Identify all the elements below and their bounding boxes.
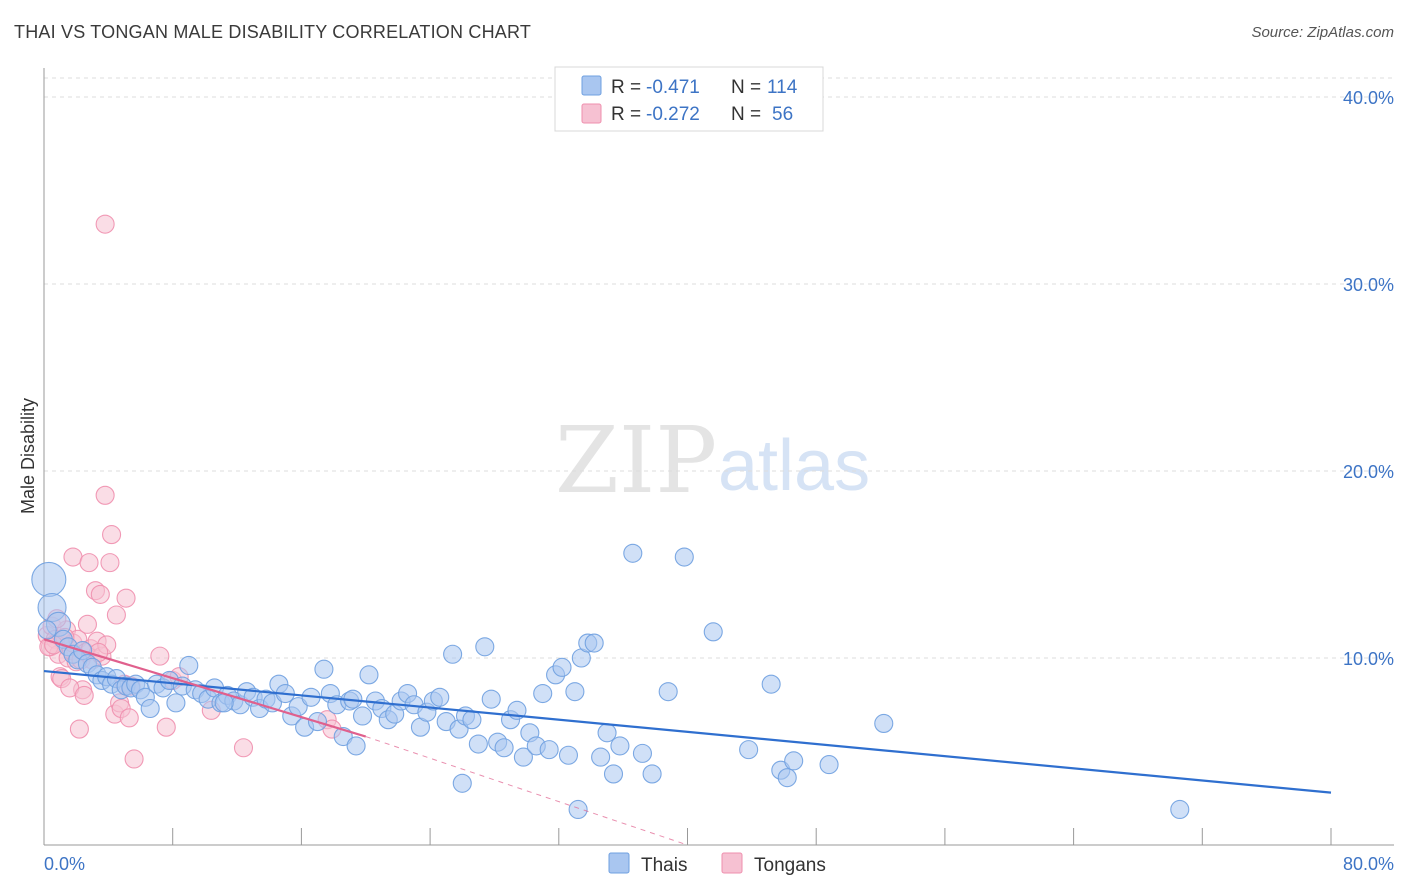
- thais-point: [37, 620, 57, 640]
- thais-point: [565, 682, 585, 702]
- y-tick-label: 40.0%: [1343, 88, 1394, 108]
- thais-point: [539, 740, 559, 760]
- gridlines: [44, 77, 1394, 659]
- thais-point: [874, 713, 894, 734]
- tongans-trend-line: [43, 638, 367, 738]
- legend-n-value-tongans: 56: [772, 104, 793, 125]
- thais-point: [584, 633, 604, 653]
- thais-point: [603, 764, 624, 784]
- thais-point: [475, 637, 495, 657]
- trend-lines: [43, 638, 1332, 846]
- tongans-point: [77, 614, 97, 634]
- axes: [43, 68, 1394, 846]
- thais-point: [462, 710, 482, 730]
- tongans-point: [90, 584, 110, 604]
- thais-point: [481, 689, 501, 709]
- thais-point: [591, 747, 611, 767]
- tongans-point: [156, 717, 176, 737]
- watermark-zip: ZIP: [555, 407, 717, 514]
- y-tick-label: 20.0%: [1343, 462, 1394, 482]
- legend-n-value-thais: 114: [767, 77, 798, 98]
- thais-point: [739, 740, 759, 760]
- thais-point: [359, 665, 379, 685]
- chart-title: THAI VS TONGAN MALE DISABILITY CORRELATI…: [14, 22, 532, 42]
- thais-point: [642, 764, 662, 784]
- tongans-point: [63, 547, 83, 567]
- thais-point: [623, 543, 643, 563]
- thais-point: [314, 659, 334, 679]
- legend-r-value-tongans: -0.272: [646, 104, 700, 125]
- thais-trend-line: [43, 669, 1332, 794]
- thais-point: [761, 674, 781, 694]
- thais-point: [513, 747, 533, 767]
- bottom-legend-label-thais: Thais: [641, 855, 687, 876]
- watermark-atlas: atlas: [718, 426, 870, 506]
- thais-point: [443, 644, 463, 664]
- source-label: Source: ZipAtlas.com: [1251, 24, 1394, 41]
- tongans-point: [233, 738, 254, 758]
- thais-point: [346, 736, 366, 756]
- thais-point: [703, 622, 723, 642]
- tongans-point: [69, 719, 89, 739]
- bottom-legend-swatch-thais: [608, 852, 630, 874]
- thais-point: [140, 698, 160, 719]
- x-tick-label: 0.0%: [44, 854, 85, 874]
- tick-labels: 10.0% 20.0% 30.0% 40.0% 0.0% 80.0%: [44, 88, 1394, 874]
- series-legend: Thais Tongans: [608, 852, 826, 876]
- thais-point: [568, 799, 588, 820]
- correlation-legend: R = -0.471 N = 114 R = -0.272 N = 56: [554, 66, 824, 132]
- legend-swatch-tongans: [581, 103, 602, 124]
- thais-point: [558, 745, 579, 765]
- tongans-point: [95, 485, 115, 505]
- thais-point: [166, 693, 186, 713]
- legend-r-label-thais: R =: [611, 77, 641, 98]
- tongans-point: [79, 553, 99, 573]
- bottom-legend-swatch-tongans: [721, 852, 743, 874]
- tongans-point: [116, 588, 136, 608]
- thais-point: [430, 687, 450, 707]
- tongans-point: [102, 525, 122, 545]
- tongans-point: [150, 646, 170, 666]
- thais-point: [674, 547, 694, 567]
- thais-point: [468, 734, 488, 754]
- thais-point: [610, 736, 630, 756]
- legend-swatch-thais: [581, 75, 602, 96]
- thais-point: [784, 751, 804, 771]
- legend-n-label-thais: N =: [731, 77, 761, 98]
- thais-point: [352, 706, 373, 726]
- tongans-point: [74, 685, 94, 705]
- legend-r-label-tongans: R =: [611, 104, 641, 125]
- legend-r-value-thais: -0.471: [646, 77, 700, 98]
- x-tick-label: 80.0%: [1343, 854, 1394, 874]
- thais-point: [31, 561, 67, 598]
- thais-point: [777, 768, 797, 788]
- y-tick-label: 30.0%: [1343, 275, 1394, 295]
- tongans-trend-extension: [365, 736, 688, 846]
- thais-point: [658, 682, 678, 702]
- tongans-point: [95, 214, 115, 234]
- legend-n-label-tongans: N =: [731, 104, 761, 125]
- thais-points: [31, 543, 1190, 820]
- y-tick-label: 10.0%: [1343, 649, 1394, 669]
- thais-point: [452, 773, 472, 793]
- thais-point: [1170, 799, 1190, 820]
- tongans-point: [106, 605, 126, 625]
- thais-point: [533, 683, 553, 704]
- thais-point: [179, 655, 199, 676]
- thais-point: [494, 738, 514, 758]
- thais-point: [552, 657, 572, 677]
- bottom-legend-label-tongans: Tongans: [754, 855, 826, 876]
- tongans-point: [124, 749, 144, 769]
- thais-point: [819, 755, 839, 775]
- tongans-point: [119, 708, 139, 728]
- tongans-point: [100, 553, 120, 573]
- y-axis-title: Male Disability: [18, 398, 38, 514]
- thais-point: [632, 743, 653, 763]
